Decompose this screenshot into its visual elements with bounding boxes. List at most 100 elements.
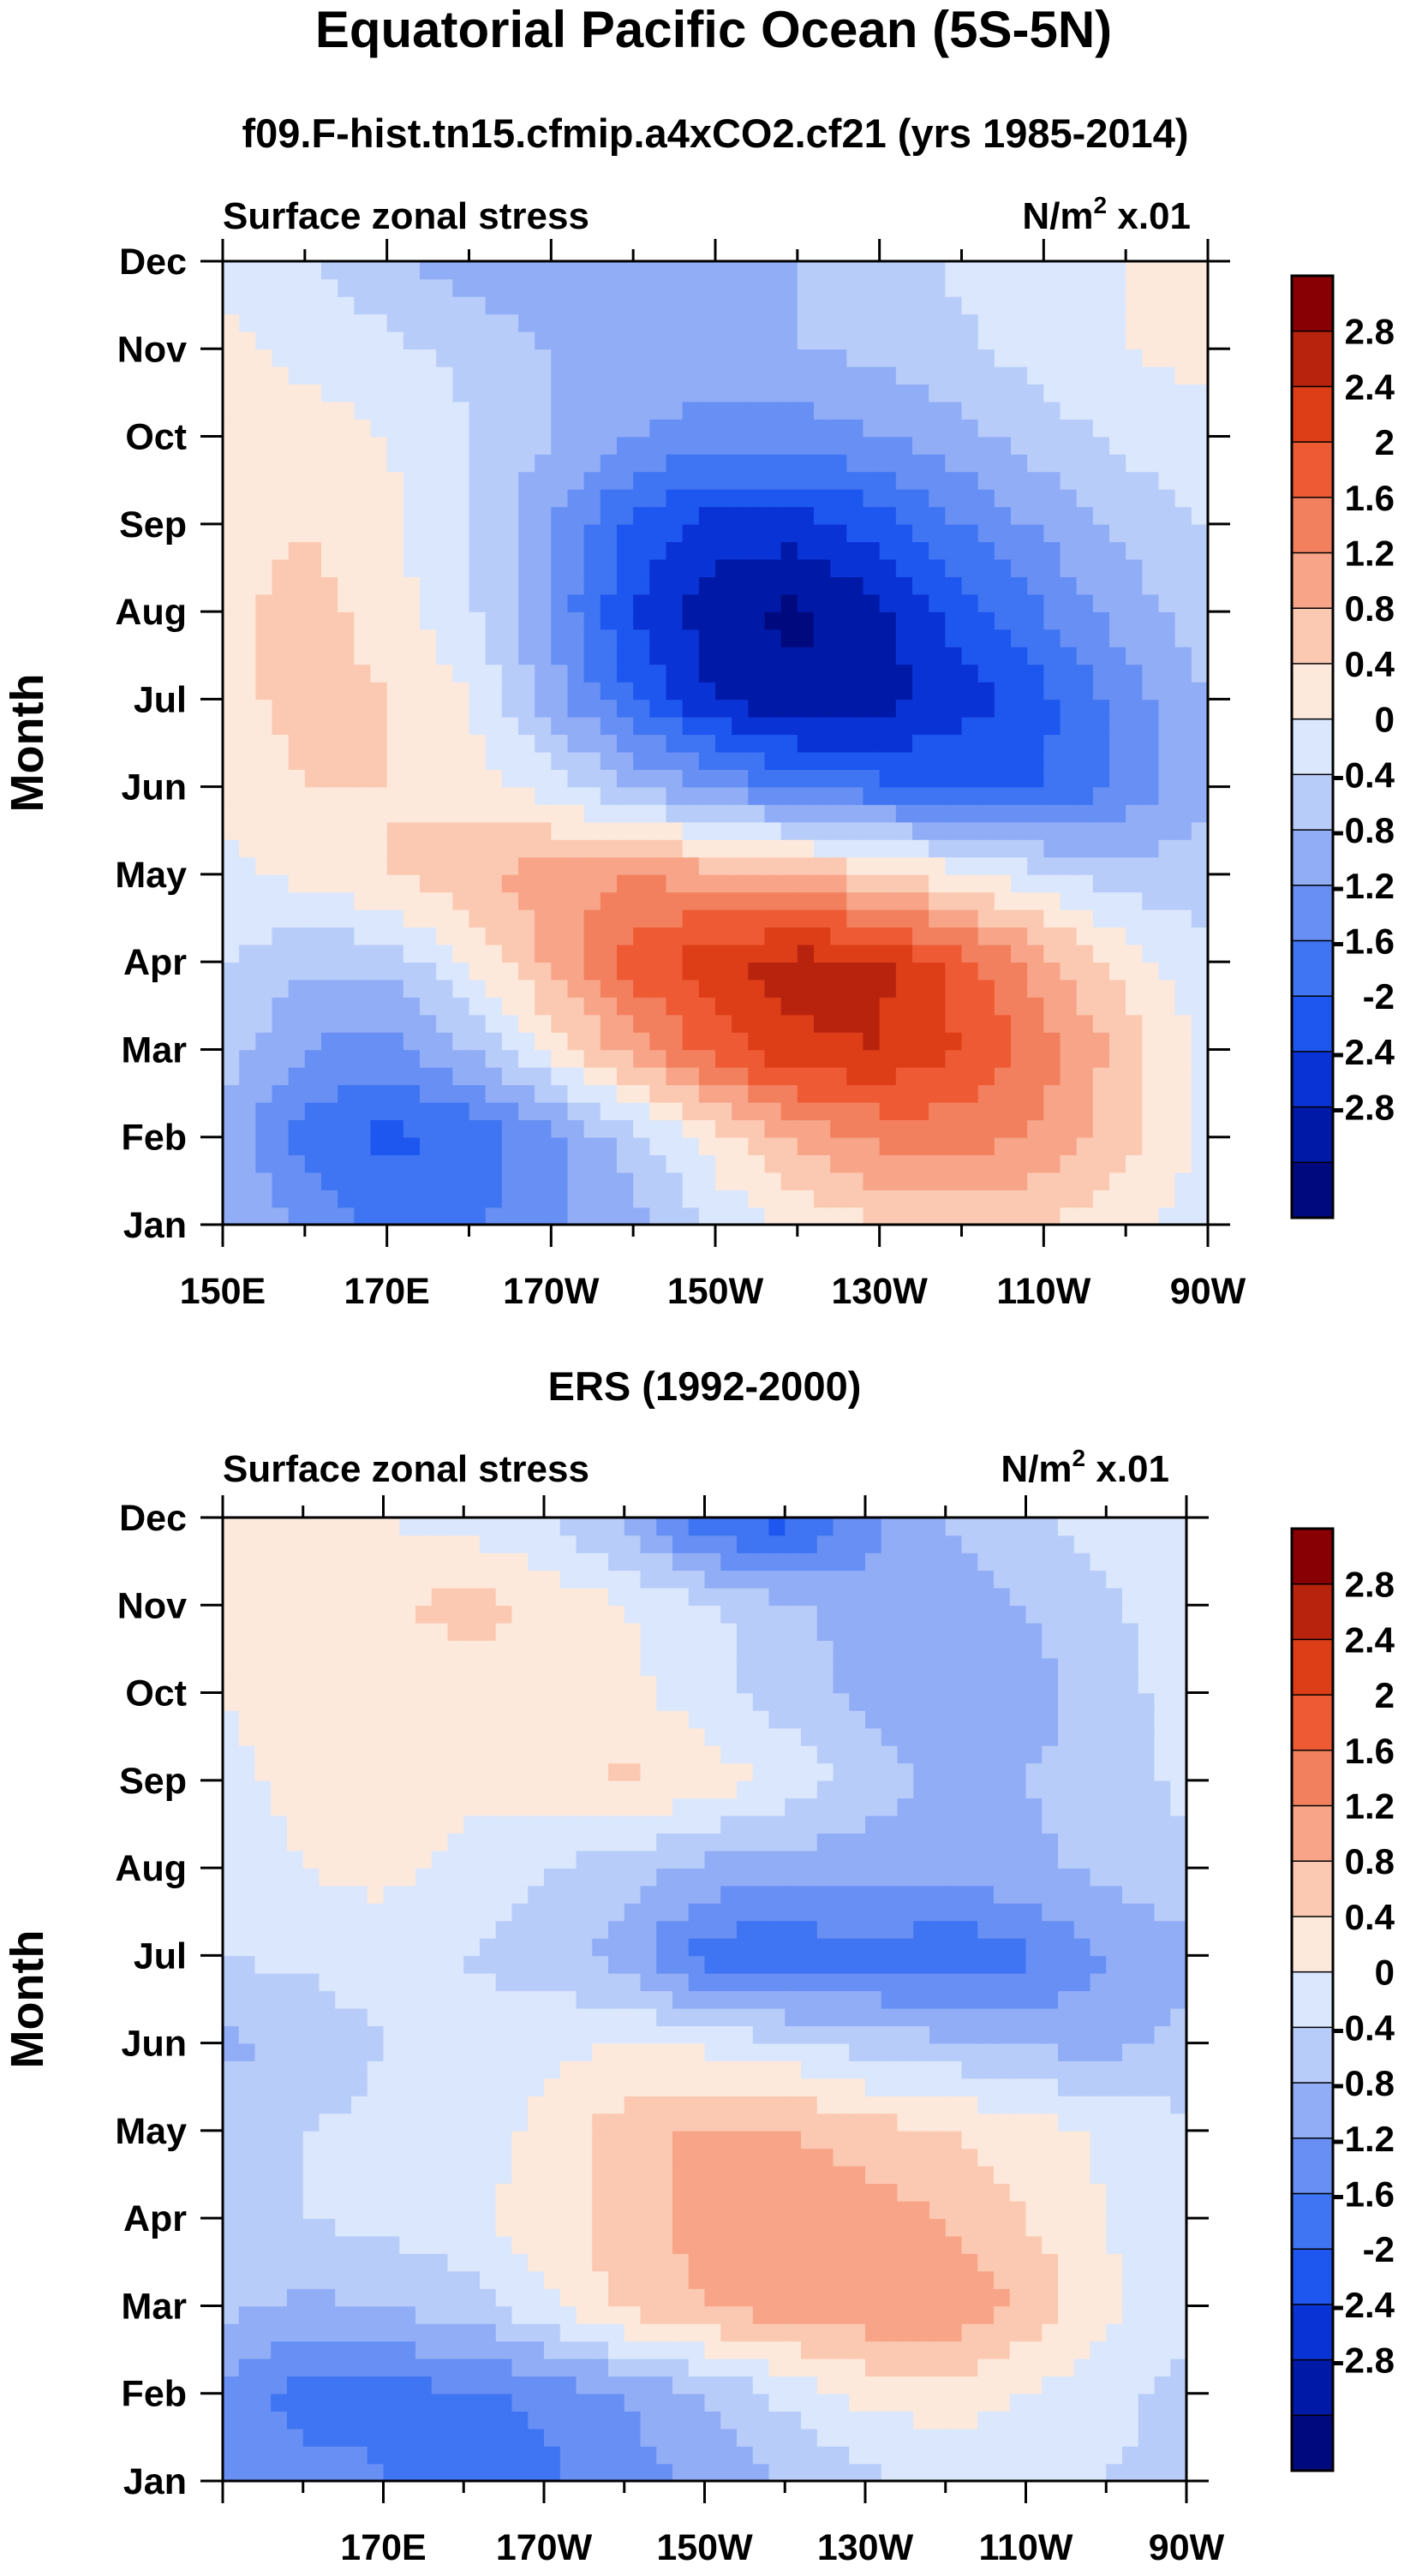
heatmap-cell (551, 593, 569, 612)
heatmap-cell (1027, 1101, 1045, 1121)
heatmap-cell (223, 1014, 240, 1033)
heatmap-cell (994, 401, 1012, 420)
heatmap-cell (1158, 506, 1176, 525)
heatmap-cell (535, 647, 553, 665)
heatmap-cell (469, 997, 487, 1016)
heatmap-cell (551, 804, 569, 823)
heatmap-cell (1043, 1207, 1061, 1225)
heatmap-cell (1122, 2165, 1139, 2185)
heatmap-cell (551, 523, 569, 543)
heatmap-cell (863, 1190, 881, 1208)
heatmap-cell (1043, 523, 1061, 543)
heatmap-cell (1174, 979, 1192, 998)
heatmap-cell (929, 786, 947, 805)
heatmap-cell (1126, 295, 1144, 315)
heatmap-cell (1109, 944, 1126, 963)
heatmap-cell (1042, 2376, 1059, 2394)
heatmap-cell (1011, 541, 1028, 560)
heatmap-cell (403, 821, 421, 840)
heatmap-cell (535, 909, 553, 928)
heatmap-cell (732, 962, 750, 981)
heatmap-cell (929, 576, 947, 595)
heatmap-cell (720, 2270, 738, 2289)
heatmap-cell (288, 261, 306, 280)
heatmap-cell (1109, 558, 1126, 577)
heatmap-cell (304, 1032, 322, 1051)
heatmap-cell (656, 2411, 673, 2430)
heatmap-cell (748, 927, 766, 945)
heatmap-cell (961, 979, 979, 998)
heatmap-cell (338, 1136, 356, 1155)
heatmap-cell (338, 1190, 356, 1208)
heatmap-cell (367, 2358, 385, 2377)
heatmap-cell (223, 2393, 240, 2412)
heatmap-cell (1142, 436, 1160, 455)
heatmap-cell (495, 2148, 513, 2167)
heatmap-cell (415, 1990, 433, 2009)
heatmap-cell (354, 278, 372, 297)
heatmap-cell (698, 593, 716, 612)
heatmap-cell (1138, 2358, 1156, 2377)
heatmap-cell (737, 2376, 754, 2394)
heatmap-cell (1109, 1207, 1126, 1225)
heatmap-cell (1092, 629, 1110, 647)
heatmap-cell (752, 2305, 770, 2324)
heatmap-cell (272, 471, 290, 490)
heatmap-cell (1191, 1032, 1208, 1051)
heatmap-cell (633, 909, 651, 928)
heatmap-cell (1092, 856, 1110, 875)
heatmap-cell (239, 664, 257, 683)
heatmap-cell (865, 2218, 882, 2237)
heatmap-cell (768, 2376, 786, 2394)
heatmap-cell (1154, 2340, 1172, 2359)
heatmap-cell (255, 1190, 273, 1208)
heatmap-cell (816, 2270, 834, 2289)
heatmap-cell (354, 997, 372, 1016)
heatmap-cell (399, 2148, 416, 2167)
heatmap-cell (370, 1049, 388, 1068)
heatmap-cell (600, 1154, 618, 1173)
heatmap-cell (1011, 1014, 1028, 1033)
heatmap-cell (698, 856, 716, 875)
heatmap-cell (881, 2165, 899, 2185)
heatmap-cell (583, 821, 601, 840)
heatmap-cell (1027, 1154, 1045, 1173)
heatmap-cell (1109, 454, 1126, 473)
heatmap-cell (764, 664, 782, 683)
heatmap-cell (929, 681, 947, 701)
heatmap-cell (567, 541, 585, 560)
heatmap-cell (1027, 716, 1045, 736)
heatmap-cell (386, 1084, 404, 1103)
heatmap-cell (1142, 716, 1160, 736)
heatmap-cell (518, 506, 535, 525)
heatmap-cell (1092, 1154, 1110, 1173)
heatmap-cell (1154, 2165, 1172, 2185)
heatmap-cell (223, 821, 240, 840)
heatmap-cell (764, 1101, 782, 1121)
heatmap-cell (370, 1066, 388, 1086)
heatmap-cell (1174, 1172, 1192, 1190)
heatmap-cell (879, 1119, 897, 1138)
heatmap-cell (682, 331, 700, 350)
heatmap-cell (403, 261, 421, 280)
heatmap-cell (961, 506, 979, 525)
heatmap-cell (977, 1207, 995, 1225)
heatmap-cell (1106, 2218, 1123, 2237)
heatmap-cell (238, 1990, 256, 2009)
heatmap-cell (977, 436, 995, 455)
heatmap-cell (994, 488, 1012, 508)
heatmap-cell (698, 891, 716, 910)
heatmap-cell (863, 1154, 881, 1173)
heatmap-cell (929, 436, 947, 455)
heatmap-cell (1076, 261, 1094, 280)
heatmap-cell (288, 1154, 306, 1173)
heatmap-cell (304, 576, 322, 595)
heatmap-cell (833, 2200, 851, 2219)
heatmap-cell (518, 331, 535, 350)
heatmap-cell (764, 927, 782, 945)
heatmap-cell (386, 593, 404, 612)
heatmap-cell (386, 1207, 404, 1225)
heatmap-cell (1060, 1207, 1078, 1225)
heatmap-cell (288, 927, 306, 945)
heatmap-cell (849, 2393, 866, 2412)
